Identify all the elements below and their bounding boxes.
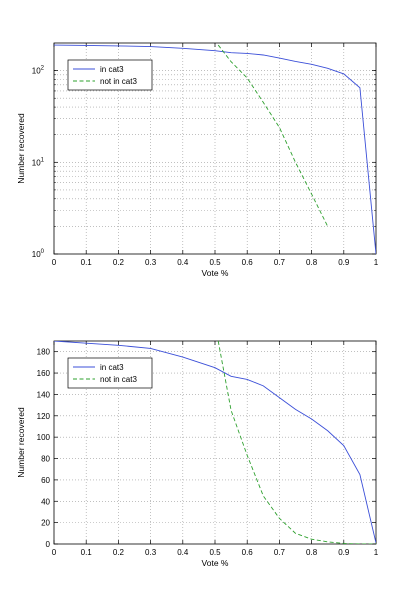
bottom-x-tick-label: 0.8 (306, 548, 318, 557)
top-x-tick-label: 0.3 (145, 258, 157, 267)
top-x-tick-label: 0.6 (242, 258, 254, 267)
top-y-tick-label: 102 (32, 66, 45, 76)
bottom-x-tick-label: 0.2 (113, 548, 125, 557)
bottom-x-tick-label: 0 (52, 548, 57, 557)
bottom-y-tick-label: 100 (37, 433, 51, 442)
bottom-legend-label: not in cat3 (100, 375, 137, 384)
top-legend: in cat3 not in cat3 (67, 59, 153, 91)
bottom-x-tick-label: 1 (374, 548, 379, 557)
bottom-x-tick-label: 0.6 (242, 548, 254, 557)
bottom-y-axis-label: Number recovered (16, 407, 26, 478)
bottom-y-tick-label: 0 (46, 540, 51, 549)
bottom-y-tick-label: 160 (37, 369, 51, 378)
bottom-y-tick-label: 40 (41, 497, 50, 506)
top-x-tick-label: 0.4 (177, 258, 189, 267)
top-legend-label: not in cat3 (100, 77, 137, 86)
bottom-x-tick-label: 0.1 (81, 548, 93, 557)
top-x-tick-label: 0.8 (306, 258, 318, 267)
top-x-tick-label: 0.2 (113, 258, 125, 267)
top-x-tick-label: 0.9 (338, 258, 350, 267)
top-grid (54, 43, 376, 254)
bottom-chart: 0 0.1 0.2 0.3 0.4 0.5 0.6 0.7 0.8 0.9 1 0 20 40 60 80 10… (16, 340, 379, 568)
bottom-x-tick-label: 0.7 (274, 548, 286, 557)
top-y-tick-label: 101 (32, 157, 45, 167)
top-y-axis-label: Number recovered (16, 113, 26, 184)
top-x-tick-label: 0.7 (274, 258, 286, 267)
bottom-x-tick-label: 0.5 (209, 548, 221, 557)
top-x-tick-label: 1 (374, 258, 379, 267)
top-y-tick-label: 100 (32, 249, 45, 259)
top-series-line-in-cat3 (54, 44, 376, 254)
bottom-y-tick-label: 20 (41, 519, 50, 528)
bottom-x-tick-label: 0.3 (145, 548, 157, 557)
bottom-series-line-in-cat3 (54, 341, 376, 544)
bottom-legend: in cat3 not in cat3 (67, 357, 153, 389)
bottom-x-tick-label: 0.9 (338, 548, 350, 557)
bottom-series-line-not-in-cat3 (217, 341, 376, 544)
top-legend-label: in cat3 (100, 65, 124, 74)
top-chart: 0 0.1 0.2 0.3 0.4 0.5 0.6 0.7 0.8 0.9 1 100 101 102 Vo… (16, 42, 379, 278)
bottom-legend-label: in cat3 (100, 363, 124, 372)
top-x-tick-label: 0 (52, 258, 57, 267)
bottom-y-tick-label: 120 (37, 412, 51, 421)
bottom-x-axis-label: Vote % (202, 558, 229, 568)
bottom-legend-box (67, 357, 153, 389)
bottom-y-tick-label: 140 (37, 390, 51, 399)
top-x-axis-label: Vote % (202, 268, 229, 278)
top-legend-box (67, 59, 153, 91)
bottom-y-tick-label: 80 (41, 455, 50, 464)
bottom-y-tick-label: 60 (41, 476, 50, 485)
top-series-line-not-in-cat3 (217, 44, 329, 227)
top-x-tick-label: 0.1 (81, 258, 93, 267)
bottom-y-tick-label: 180 (37, 348, 51, 357)
top-x-tick-label: 0.5 (209, 258, 221, 267)
bottom-x-tick-label: 0.4 (177, 548, 189, 557)
